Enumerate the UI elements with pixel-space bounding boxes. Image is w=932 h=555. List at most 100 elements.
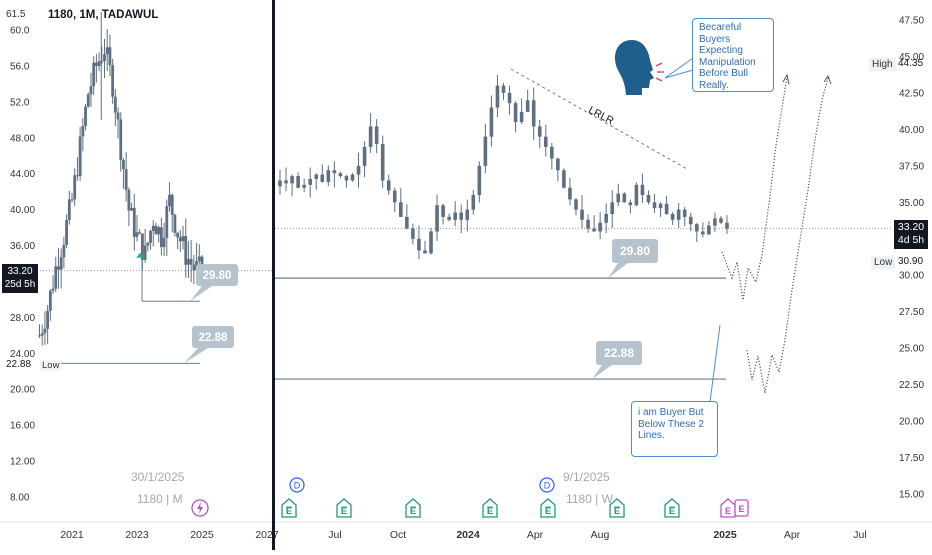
weekly-candle-body <box>350 174 355 181</box>
speech-line <box>655 62 663 67</box>
earnings-event-icon: E <box>664 498 680 518</box>
monthly-candle-body <box>62 244 66 258</box>
right-y-tick-label: 17.50 <box>899 453 924 464</box>
earnings-letter-upcoming: E <box>738 504 744 515</box>
weekly-candle-body <box>598 222 602 232</box>
monthly-candle-body <box>54 266 58 289</box>
weekly-candle-body <box>296 176 300 188</box>
weekly-candle-body <box>531 100 536 127</box>
monthly-candle-body <box>141 233 144 260</box>
earnings-event-icon: E <box>609 498 625 518</box>
weekly-candle-body <box>652 202 657 209</box>
weekly-candle-body <box>441 205 445 217</box>
monthly-candle-body <box>124 169 128 190</box>
weekly-candle-body <box>634 184 639 206</box>
note-bottom-callout[interactable]: i am Buyer But Below These 2 Lines. <box>631 401 718 457</box>
weekly-candle-body <box>586 219 590 229</box>
monthly-candle-body <box>149 230 152 243</box>
weekly-candle-body <box>465 209 470 220</box>
earnings-letter: E <box>487 506 493 517</box>
left-y-tick-label: 12.00 <box>10 457 35 468</box>
monthly-candle-body <box>43 328 47 334</box>
right-y-tick-label: 42.50 <box>899 88 924 99</box>
right-x-tick-label: Apr <box>527 529 544 541</box>
weekly-candle-body <box>543 136 548 147</box>
right-low-value: 30.90 <box>898 256 924 267</box>
monthly-candle-body <box>111 65 115 97</box>
event-markers: E E E E E E E E ED D <box>191 477 749 518</box>
earnings-letter: E <box>725 506 731 517</box>
earnings-badge-shape <box>482 498 498 518</box>
monthly-candle-body <box>103 54 106 62</box>
earnings-badge-shape <box>336 498 352 518</box>
monthly-candle-body <box>157 227 161 235</box>
monthly-candle-body <box>67 199 71 220</box>
monthly-candle-body <box>92 62 96 87</box>
weekly-candle-body <box>477 165 482 196</box>
earnings-letter: E <box>545 506 551 517</box>
earnings-letter: E <box>286 506 292 517</box>
left-y-tick-label: 16.00 <box>10 421 35 432</box>
weekly-candle-body <box>380 143 385 181</box>
monthly-candle-body <box>89 86 93 95</box>
right-callout-29-80-label: 29.80 <box>620 244 650 258</box>
weekly-candle-body <box>386 180 391 191</box>
weekly-candle-body <box>658 203 663 209</box>
weekly-candle-body <box>489 107 494 137</box>
lightning-bolt-glyph <box>197 502 203 514</box>
monthly-candle-body <box>165 206 169 238</box>
monthly-candle-body <box>78 136 82 177</box>
note-top-callout[interactable]: Becareful Buyers Expecting Manipulation … <box>692 18 774 92</box>
weekly-candle-body <box>622 193 627 203</box>
monthly-candle-body <box>197 256 201 262</box>
earnings-letter: E <box>341 506 347 517</box>
left-x-tick-label: 2023 <box>125 529 149 541</box>
weekly-candle-body <box>707 225 711 235</box>
weekly-candle-body <box>562 170 566 188</box>
speech-line <box>655 77 663 82</box>
monthly-candle-body <box>40 333 44 336</box>
left-chart-panel[interactable] <box>38 12 204 346</box>
weekly-candle-body <box>447 216 451 220</box>
weekly-candle-body <box>574 199 578 210</box>
left-y-tick-label: 36.00 <box>10 241 35 252</box>
left-x-tick-label: 2025 <box>190 529 214 541</box>
weekly-candle-body <box>417 238 421 251</box>
left-x-tick-label: 2021 <box>60 529 84 541</box>
right-y-tick-label: 27.50 <box>899 307 924 318</box>
monthly-candle-body <box>97 61 101 67</box>
left-price-value: 33.20 <box>7 266 33 277</box>
weekly-candle-body <box>646 195 651 203</box>
weekly-candle-body <box>405 216 409 229</box>
left-watermark-symbol: 1180 | M <box>137 492 183 506</box>
projection-path-upper <box>721 76 788 301</box>
monthly-candle-body <box>105 47 109 55</box>
dividend-badge-shape <box>289 477 305 493</box>
weekly-candle-body <box>471 195 476 210</box>
weekly-candle-body <box>694 224 699 232</box>
left-callout-22-88-pointer <box>184 348 208 364</box>
right-callout-29-80-pointer <box>608 263 628 279</box>
right-x-tick-label: 2025 <box>713 529 737 541</box>
weekly-candle-body <box>302 184 306 188</box>
right-chart-panel[interactable] <box>278 74 729 260</box>
left-y-tick-label: 24.00 <box>10 349 35 360</box>
monthly-candle-body <box>76 175 79 177</box>
dividend-letter: D <box>294 481 301 491</box>
weekly-candle-body <box>459 212 464 220</box>
monthly-candle-body <box>162 237 166 248</box>
monthly-candle-body <box>48 290 52 311</box>
right-countdown: 4d 5h <box>897 234 925 246</box>
weekly-candle-body <box>670 213 675 220</box>
weekly-candle-body <box>525 100 530 112</box>
left-price-tag: 33.20 25d 5h <box>2 264 38 293</box>
monthly-candle-body <box>184 236 188 265</box>
weekly-candle-body <box>713 218 717 226</box>
monthly-candle-body <box>135 232 139 237</box>
left-low-label: Low <box>40 360 62 371</box>
weekly-candle-body <box>507 92 512 104</box>
weekly-candle-body <box>701 231 705 235</box>
weekly-candle-body <box>290 176 294 184</box>
